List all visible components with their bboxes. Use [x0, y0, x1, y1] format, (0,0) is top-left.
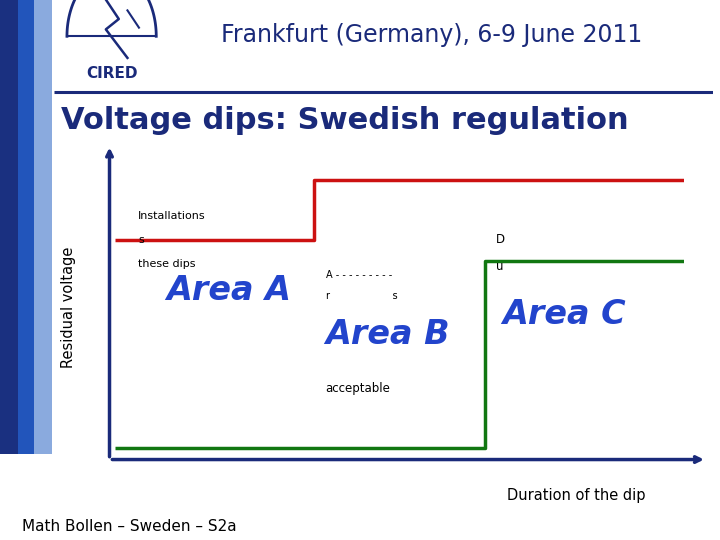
Text: acceptable: acceptable: [325, 382, 390, 395]
Text: Frankfurt (Germany), 6-9 June 2011: Frankfurt (Germany), 6-9 June 2011: [221, 23, 643, 46]
Text: these dips: these dips: [138, 259, 195, 268]
Text: Voltage dips: Swedish regulation: Voltage dips: Swedish regulation: [60, 106, 629, 134]
Text: Math Bollen – Sweden – S2a: Math Bollen – Sweden – S2a: [22, 519, 236, 534]
Text: Area B: Area B: [325, 318, 450, 352]
Text: Installations: Installations: [138, 211, 206, 221]
Text: D: D: [496, 233, 505, 246]
Text: u: u: [496, 260, 504, 273]
Text: s: s: [138, 235, 144, 245]
Text: r                    s: r s: [325, 291, 397, 301]
Text: A - - - - - - - - -: A - - - - - - - - -: [325, 271, 392, 280]
Text: CIRED: CIRED: [86, 66, 138, 81]
Text: Duration of the dip: Duration of the dip: [507, 488, 645, 503]
Text: Area A: Area A: [166, 274, 292, 307]
Text: Area C: Area C: [502, 298, 626, 330]
Text: Residual voltage: Residual voltage: [61, 247, 76, 368]
